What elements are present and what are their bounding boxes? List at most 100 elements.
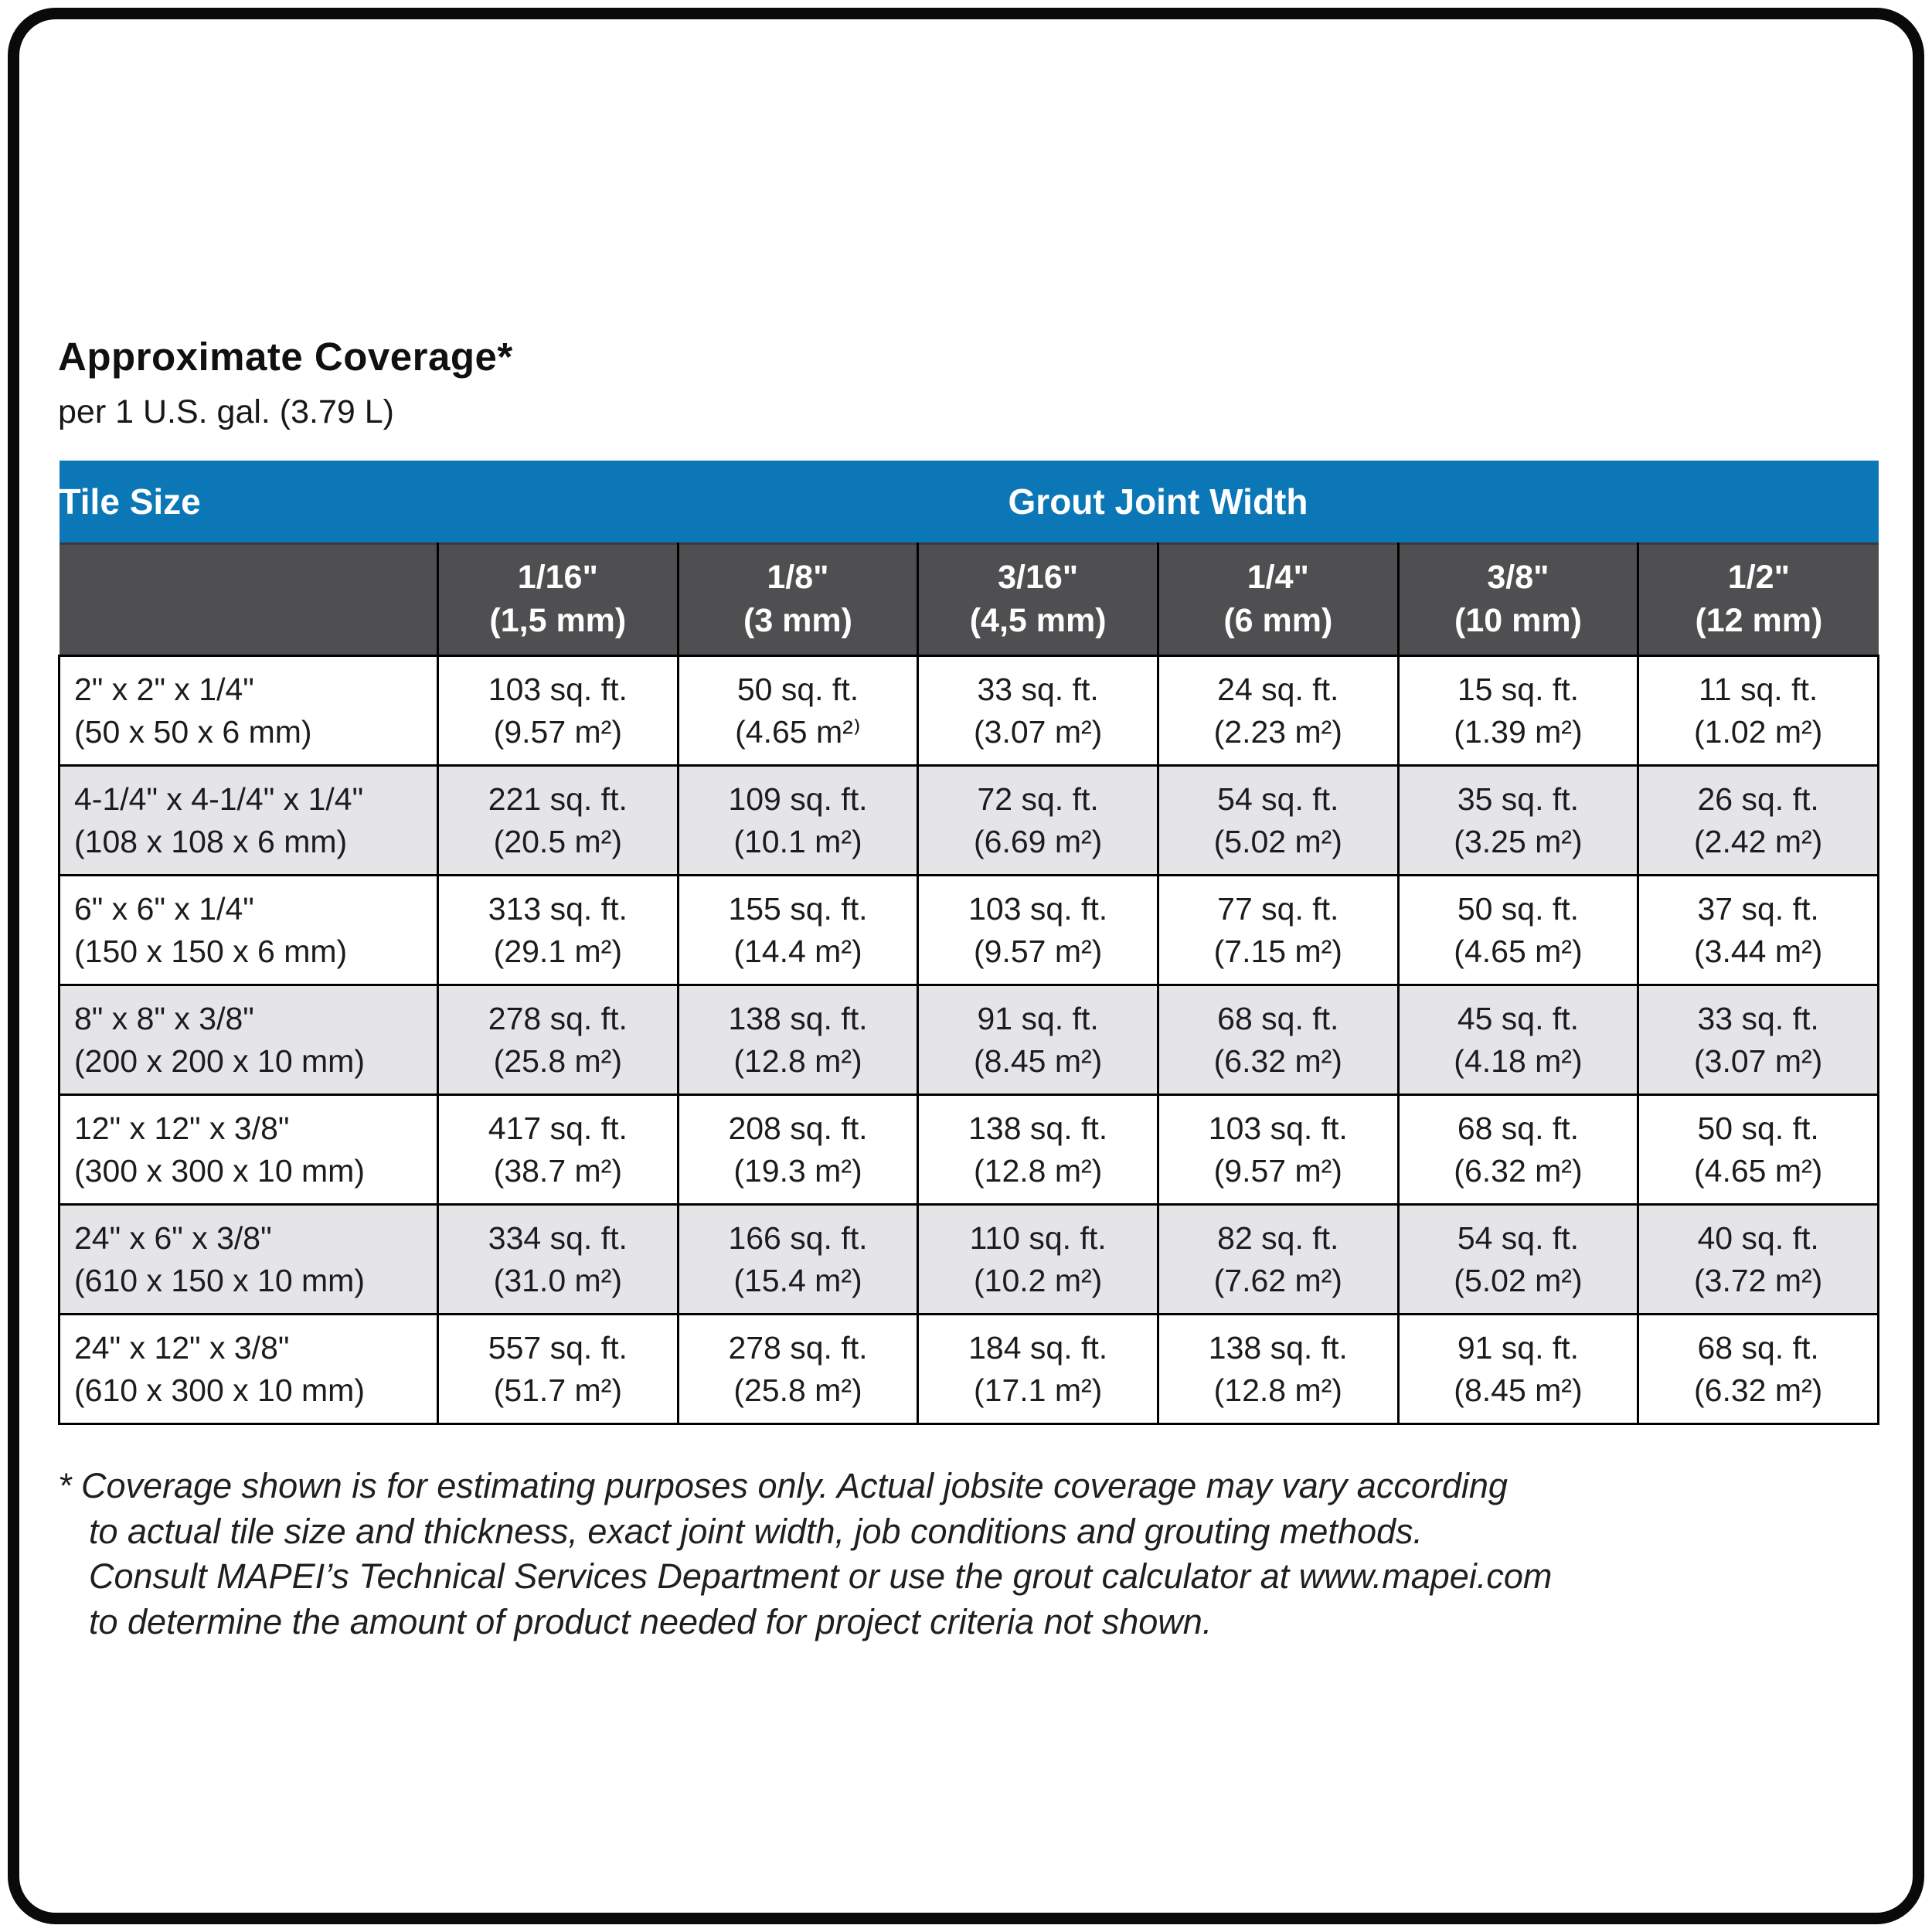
tile-size-metric: (610 x 300 x 10 mm) <box>74 1372 365 1408</box>
table-header: Tile Size Grout Joint Width 1/16" (1,5 mm… <box>59 461 1879 657</box>
coverage-imperial: 50 sq. ft. <box>1457 891 1580 927</box>
tile-size-metric: (108 x 108 x 6 mm) <box>74 823 348 859</box>
coverage-imperial: 68 sq. ft. <box>1697 1330 1819 1366</box>
coverage-cell: 50 sq. ft. (4.65 m²⁾ <box>676 655 920 767</box>
tile-size-cell: 8" x 8" x 3/8" (200 x 200 x 10 mm) <box>58 984 439 1096</box>
coverage-metric: (5.02 m²) <box>1213 823 1342 859</box>
coverage-imperial: 221 sq. ft. <box>488 781 628 818</box>
coverage-imperial: 110 sq. ft. <box>969 1220 1107 1257</box>
coverage-imperial: 11 sq. ft. <box>1699 672 1818 708</box>
coverage-metric: (1.39 m²) <box>1454 713 1583 750</box>
coverage-imperial: 40 sq. ft. <box>1697 1220 1819 1257</box>
column-header: 1/4" (6 mm) <box>1156 543 1400 657</box>
column-header: 3/16" (4,5 mm) <box>917 543 1159 657</box>
coverage-cell: 68 sq. ft. (6.32 m²) <box>1637 1313 1879 1425</box>
coverage-cell: 184 sq. ft. (17.1 m²) <box>917 1313 1159 1425</box>
coverage-metric: (19.3 m²) <box>733 1152 862 1189</box>
coverage-metric: (7.15 m²) <box>1213 933 1342 969</box>
column-header: 1/2" (12 mm) <box>1637 543 1879 657</box>
coverage-cell: 33 sq. ft. (3.07 m²) <box>917 655 1159 767</box>
coverage-metric: (38.7 m²) <box>493 1152 622 1189</box>
coverage-cell: 278 sq. ft. (25.8 m²) <box>437 984 679 1096</box>
table-row: 6" x 6" x 1/4" (150 x 150 x 6 mm) 313 sq. … <box>58 874 1879 986</box>
coverage-metric: (3.44 m²) <box>1693 933 1823 969</box>
coverage-cell: 278 sq. ft. (25.8 m²) <box>676 1313 920 1425</box>
coverage-cell: 68 sq. ft. (6.32 m²) <box>1156 984 1400 1096</box>
column-header: 3/8" (10 mm) <box>1396 543 1640 657</box>
coverage-metric: (14.4 m²) <box>733 933 862 969</box>
coverage-metric: (12.8 m²) <box>1213 1372 1342 1408</box>
coverage-cell: 417 sq. ft. (38.7 m²) <box>437 1094 679 1206</box>
coverage-metric: (12.8 m²) <box>973 1152 1103 1189</box>
coverage-cell: 103 sq. ft. (9.57 m²) <box>437 655 679 767</box>
coverage-imperial: 109 sq. ft. <box>728 781 868 818</box>
coverage-imperial: 15 sq. ft. <box>1457 672 1580 708</box>
coverage-metric: (17.1 m²) <box>973 1372 1103 1408</box>
tile-size-metric: (150 x 150 x 6 mm) <box>74 933 348 969</box>
coverage-cell: 91 sq. ft. (8.45 m²) <box>917 984 1159 1096</box>
coverage-imperial: 82 sq. ft. <box>1217 1220 1339 1257</box>
coverage-metric: (10.2 m²) <box>973 1262 1103 1298</box>
coverage-imperial: 138 sq. ft. <box>968 1111 1108 1147</box>
tile-size-metric: (50 x 50 x 6 mm) <box>74 713 312 750</box>
table-row: 2" x 2" x 1/4" (50 x 50 x 6 mm) 103 sq. ft… <box>58 655 1879 767</box>
coverage-cell: 68 sq. ft. (6.32 m²) <box>1396 1094 1640 1206</box>
tile-size-metric: (610 x 150 x 10 mm) <box>74 1262 365 1298</box>
coverage-metric: (5.02 m²) <box>1454 1262 1583 1298</box>
coverage-cell: 313 sq. ft. (29.1 m²) <box>437 874 679 986</box>
content-area: Approximate Coverage* per 1 U.S. gal. (3… <box>58 334 1879 1645</box>
column-header: 1/8" (3 mm) <box>676 543 920 657</box>
column-fraction: 3/16" <box>998 559 1079 597</box>
coverage-metric: (2.23 m²) <box>1213 713 1342 750</box>
coverage-metric: (25.8 m²) <box>493 1043 622 1079</box>
coverage-imperial: 557 sq. ft. <box>488 1330 628 1366</box>
tile-size-imperial: 24" x 12" x 3/8" <box>74 1330 290 1366</box>
coverage-imperial: 313 sq. ft. <box>488 891 628 927</box>
coverage-metric: (10.1 m²) <box>733 823 862 859</box>
coverage-cell: 110 sq. ft. (10.2 m²) <box>917 1203 1159 1315</box>
grout-joint-width-header: Grout Joint Width <box>437 461 1879 544</box>
coverage-metric: (3.72 m²) <box>1693 1262 1823 1298</box>
coverage-cell: 138 sq. ft. (12.8 m²) <box>917 1094 1159 1206</box>
coverage-cell: 11 sq. ft. (1.02 m²) <box>1637 655 1879 767</box>
coverage-metric: (51.7 m²) <box>493 1372 622 1408</box>
footnote: * Coverage shown is for estimating purpo… <box>58 1464 1879 1645</box>
coverage-metric: (12.8 m²) <box>733 1043 862 1079</box>
column-header: 1/16" (1,5 mm) <box>437 543 679 657</box>
coverage-imperial: 54 sq. ft. <box>1457 1220 1580 1257</box>
table-row: 12" x 12" x 3/8" (300 x 300 x 10 mm) 417 s… <box>58 1094 1879 1206</box>
coverage-cell: 45 sq. ft. (4.18 m²) <box>1396 984 1640 1096</box>
coverage-metric: (9.57 m²) <box>973 933 1103 969</box>
tile-size-imperial: 12" x 12" x 3/8" <box>74 1111 290 1147</box>
coverage-imperial: 166 sq. ft. <box>728 1220 868 1257</box>
column-fraction: 1/8" <box>767 559 829 597</box>
coverage-imperial: 278 sq. ft. <box>488 1001 628 1037</box>
column-metric: (4,5 mm) <box>969 602 1107 639</box>
coverage-cell: 166 sq. ft. (15.4 m²) <box>676 1203 920 1315</box>
table-row: 8" x 8" x 3/8" (200 x 200 x 10 mm) 278 sq.… <box>58 984 1879 1096</box>
table-body: 2" x 2" x 1/4" (50 x 50 x 6 mm) 103 sq. ft… <box>58 655 1879 1425</box>
tile-size-imperial: 4-1/4" x 4-1/4" x 1/4" <box>74 781 364 818</box>
coverage-imperial: 33 sq. ft. <box>1697 1001 1819 1037</box>
coverage-imperial: 103 sq. ft. <box>968 891 1108 927</box>
coverage-cell: 103 sq. ft. (9.57 m²) <box>917 874 1159 986</box>
coverage-metric: (8.45 m²) <box>973 1043 1103 1079</box>
coverage-metric: (6.32 m²) <box>1454 1152 1583 1189</box>
coverage-imperial: 50 sq. ft. <box>1697 1111 1819 1147</box>
footnote-line: Consult MAPEI’s Technical Services Depar… <box>89 1556 1553 1596</box>
coverage-metric: (4.18 m²) <box>1454 1043 1583 1079</box>
coverage-cell: 77 sq. ft. (7.15 m²) <box>1156 874 1400 986</box>
coverage-table: Tile Size Grout Joint Width 1/16" (1,5 mm… <box>58 461 1879 1425</box>
coverage-imperial: 77 sq. ft. <box>1217 891 1339 927</box>
column-metric: (1,5 mm) <box>489 602 627 639</box>
column-fraction: 1/2" <box>1727 559 1790 597</box>
coverage-cell: 208 sq. ft. (19.3 m²) <box>676 1094 920 1206</box>
coverage-metric: (4.65 m²) <box>1693 1152 1823 1189</box>
coverage-imperial: 208 sq. ft. <box>728 1111 868 1147</box>
coverage-metric: (1.02 m²) <box>1693 713 1823 750</box>
column-metric: (3 mm) <box>743 602 852 639</box>
column-metric: (10 mm) <box>1454 602 1582 639</box>
coverage-imperial: 50 sq. ft. <box>736 672 859 708</box>
coverage-cell: 40 sq. ft. (3.72 m²) <box>1637 1203 1879 1315</box>
tile-size-metric: (300 x 300 x 10 mm) <box>74 1152 365 1189</box>
